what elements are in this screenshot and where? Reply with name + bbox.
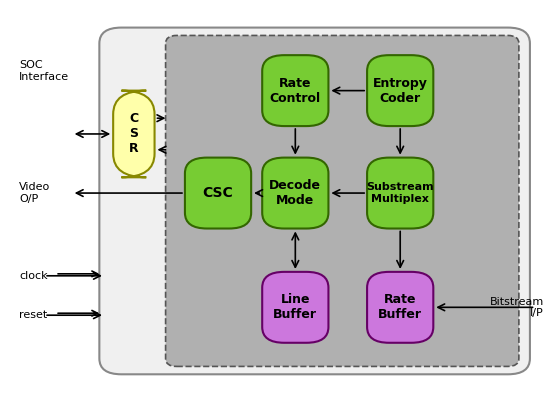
Text: Decode
Mode: Decode Mode: [269, 179, 321, 207]
Text: CSC: CSC: [203, 186, 233, 200]
FancyBboxPatch shape: [262, 55, 328, 126]
FancyBboxPatch shape: [166, 35, 519, 366]
Text: clock: clock: [19, 271, 48, 281]
Text: Substream
Multiplex: Substream Multiplex: [367, 182, 434, 204]
Text: Rate
Buffer: Rate Buffer: [378, 293, 422, 322]
FancyBboxPatch shape: [99, 28, 530, 374]
FancyBboxPatch shape: [113, 91, 155, 177]
Text: Video
O/P: Video O/P: [19, 182, 51, 204]
Text: Entropy
Coder: Entropy Coder: [373, 76, 428, 105]
Text: reset: reset: [19, 310, 47, 320]
FancyBboxPatch shape: [262, 272, 328, 343]
Text: SOC
Interface: SOC Interface: [19, 60, 70, 82]
Text: C
S
R: C S R: [129, 112, 139, 156]
Text: Rate
Control: Rate Control: [270, 76, 321, 105]
FancyBboxPatch shape: [367, 55, 433, 126]
FancyBboxPatch shape: [262, 158, 328, 229]
Text: Line
Buffer: Line Buffer: [273, 293, 317, 322]
Text: Bitstream
I/P: Bitstream I/P: [490, 297, 544, 318]
FancyBboxPatch shape: [367, 272, 433, 343]
FancyBboxPatch shape: [367, 158, 433, 229]
FancyBboxPatch shape: [185, 158, 251, 229]
